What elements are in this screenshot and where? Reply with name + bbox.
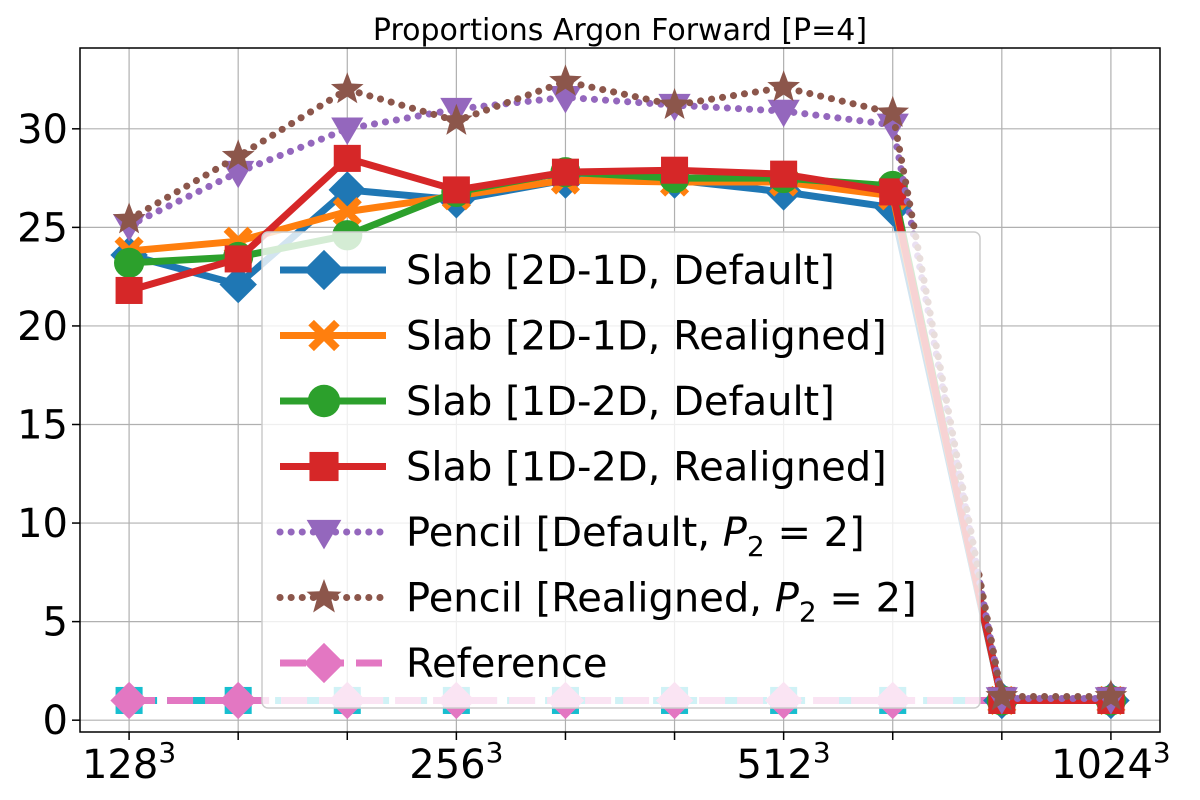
legend-marker xyxy=(307,384,341,418)
data-point xyxy=(442,176,470,204)
plot-frame xyxy=(79,47,1161,733)
legend-marker xyxy=(303,642,345,684)
y-tick-label: 15 xyxy=(17,402,68,448)
legend-entry: Pencil [Default, P2 = 2] xyxy=(276,510,865,563)
data-point xyxy=(221,139,255,171)
data-point xyxy=(219,681,257,720)
series-line xyxy=(125,78,1115,701)
legend: Slab [2D-1D, Default] Slab [2D-1D, Realig… xyxy=(261,231,981,709)
legend-entry: Slab [2D-1D, Realigned] xyxy=(280,314,887,360)
legend-marker xyxy=(308,319,340,352)
y-tick-label: 10 xyxy=(17,501,68,547)
axes: 0 5 10 15 20 25 30 1283 2563 5123 10243 xyxy=(17,47,1171,788)
legend-label: Pencil [Default, P2 = 2] xyxy=(406,510,865,563)
data-point xyxy=(549,85,582,114)
y-tick-label: 20 xyxy=(17,304,68,350)
data-point xyxy=(112,214,146,242)
data-point xyxy=(224,245,252,273)
data-point xyxy=(333,144,361,172)
data-point xyxy=(770,160,798,188)
legend-marker xyxy=(309,451,339,482)
y-tick-label: 25 xyxy=(17,205,68,251)
data-point xyxy=(330,72,364,104)
legend-entry: Reference xyxy=(280,641,607,687)
data-point xyxy=(115,276,143,304)
y-tick-label: 30 xyxy=(17,107,68,153)
data-point xyxy=(331,117,364,145)
data-point xyxy=(114,247,145,278)
chart-title: Proportions Argon Forward [P=4] xyxy=(373,13,867,48)
data-point xyxy=(1094,679,1128,711)
x-tick-label: 1283 xyxy=(82,736,176,788)
data-point xyxy=(328,171,366,209)
legend-label: Slab [2D-1D, Realigned] xyxy=(406,314,887,360)
y-tick-label: 5 xyxy=(43,600,68,646)
legend-label: Slab [1D-2D, Default] xyxy=(406,379,835,425)
legend-label: Pencil [Realigned, P2 = 2] xyxy=(406,576,917,629)
legend-marker xyxy=(303,249,345,291)
x-tick-label: 2563 xyxy=(409,736,503,788)
data-point xyxy=(551,158,579,186)
data-point xyxy=(110,681,148,720)
data-point xyxy=(879,178,907,206)
data-point xyxy=(767,99,800,128)
data-point xyxy=(440,103,473,135)
legend-marker xyxy=(306,579,342,613)
data-point xyxy=(876,95,910,127)
data-point xyxy=(661,156,689,184)
legend-label: Slab [1D-2D, Realigned] xyxy=(406,445,887,491)
data-point xyxy=(658,88,691,120)
series-5 xyxy=(112,64,1128,711)
data-point xyxy=(112,202,146,234)
data-point xyxy=(985,679,1019,711)
legend-entry: Pencil [Realigned, P2 = 2] xyxy=(276,576,917,629)
legend-marker xyxy=(306,519,342,550)
y-tick-label: 0 xyxy=(43,698,68,744)
x-tick-label: 10243 xyxy=(1051,736,1171,788)
data-point xyxy=(767,70,800,102)
x-tick-label: 5123 xyxy=(737,736,831,788)
legend-entry: Slab [1D-2D, Default] xyxy=(280,379,835,425)
data-point xyxy=(332,197,362,227)
legend-entry: Slab [2D-1D, Default] xyxy=(280,248,835,294)
legend-box xyxy=(261,231,981,709)
legend-label: Reference xyxy=(406,641,607,687)
data-point xyxy=(549,64,582,96)
data-point xyxy=(219,265,257,304)
legend-entry: Slab [1D-2D, Realigned] xyxy=(280,445,887,491)
legend-label: Slab [2D-1D, Default] xyxy=(406,248,835,294)
